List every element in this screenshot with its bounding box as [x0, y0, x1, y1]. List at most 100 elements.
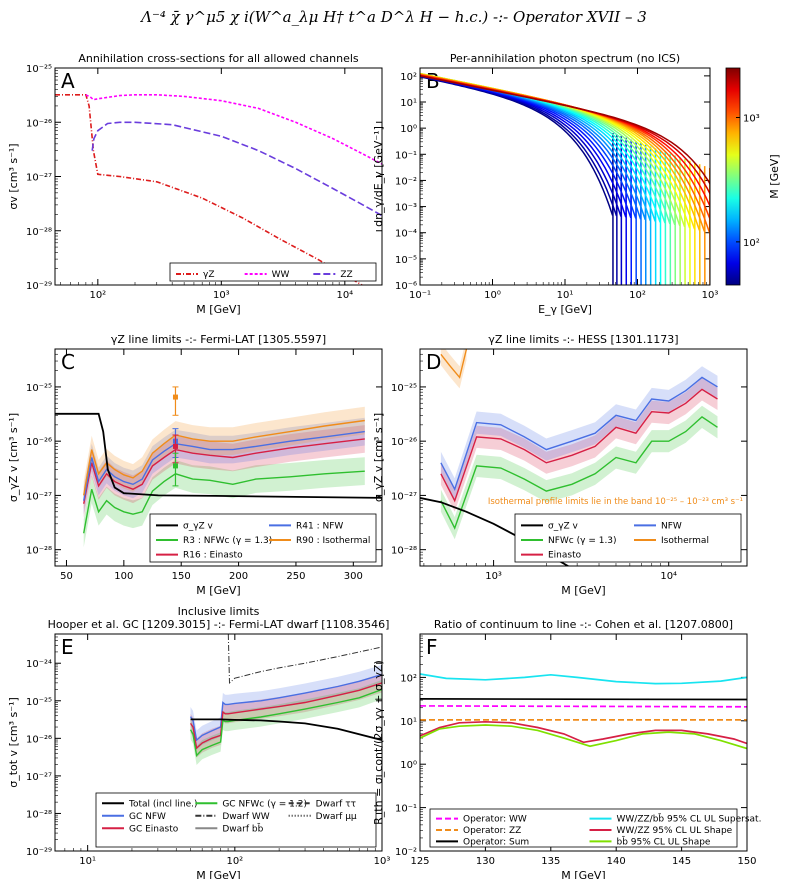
legend-box [169, 262, 377, 282]
panel-title: γZ line limits -:- Fermi-LAT [1305.5597] [111, 333, 326, 346]
legend-label: γZ [203, 270, 215, 280]
x-tick-label: 135 [541, 856, 560, 867]
panel-title: γZ line limits -:- HESS [1301.1173] [488, 333, 678, 346]
y-axis-label: σ_γZ v [cm³ s⁻¹] [7, 413, 20, 502]
legend-label: bb̄ 95% CL UL Shape [617, 836, 711, 848]
y-tick-label: 10² [400, 673, 417, 684]
y-axis-label: R_th = σ_cont/(2σ_γγ + σ_γZ) [372, 660, 385, 825]
x-tick-label: 10³ [702, 290, 719, 301]
legend-label: NFW [661, 521, 682, 531]
y-tick-label: 10⁻¹ [395, 150, 417, 161]
series-line [420, 720, 747, 745]
series-line [420, 724, 747, 750]
panel-letter: D [426, 350, 441, 374]
x-axis-label: M [GeV] [196, 584, 240, 597]
x-tick-label: 10⁴ [660, 571, 677, 582]
panel-B: 10⁻¹ 10⁰ 10¹ 10² 10³ 10⁻⁶ 10⁻⁵ 10⁻⁴ 10⁻³ 10⁻² 10⁻¹… [372, 52, 781, 316]
series-line [91, 121, 382, 217]
legend-label: WW/ZZ/bb̄ 95% CL UL Supersat. [617, 813, 762, 825]
axes-frame [54, 67, 383, 286]
x-tick-label: 150 [172, 571, 191, 582]
y-tick-label: 10⁻²⁸ [26, 546, 52, 557]
panel-D: 10³ 10⁴ 10⁻²⁸ 10⁻²⁷ 10⁻²⁶ 10⁻²⁵ γZ line limits… [372, 333, 748, 597]
axes-frame [54, 348, 383, 567]
y-tick-label: 10⁻²⁵ [26, 697, 52, 708]
y-tick-label: 10⁻¹ [395, 804, 417, 815]
plot-group [420, 349, 718, 566]
panel-title: Hooper et al. GC [1209.3015] -:- Fermi-L… [48, 618, 390, 631]
data-point [172, 443, 178, 449]
panel-E: 10¹ 10² 10³ 10⁻²⁹ 10⁻²⁸ 10⁻²⁷ 10⁻²⁶ 10⁻²⁵ 10⁻²⁴ H… [7, 605, 390, 879]
x-tick-label: 140 [607, 856, 626, 867]
x-axis-label: M [GeV] [196, 303, 240, 316]
x-tick-label: 300 [344, 571, 363, 582]
x-tick-label: 10² [226, 856, 243, 867]
y-tick-label: 10⁻²⁷ [26, 491, 52, 502]
y-tick-label: 10⁻²⁶ [26, 118, 52, 129]
x-axis-label: M [GeV] [561, 584, 605, 597]
legend-label: Isothermal [661, 536, 709, 546]
limit-line [440, 388, 718, 503]
series-line [420, 673, 747, 685]
y-tick-label: 10⁻²⁵ [26, 383, 52, 394]
panel-letter: E [61, 635, 74, 659]
theory-line [55, 412, 382, 499]
legend-label: GC NFW [129, 812, 166, 822]
limit-line [189, 688, 382, 757]
total-line [190, 718, 382, 741]
isothermal-note: Isothermal profile limits lie in the ban… [488, 497, 743, 507]
x-axis-label: E_γ [GeV] [538, 303, 592, 316]
y-axis-label: σv [cm³ s⁻¹] [7, 143, 20, 209]
spectrum-line [420, 75, 710, 186]
limit-band [190, 664, 382, 750]
limit-line [83, 470, 365, 534]
x-tick-label: 10¹ [557, 290, 574, 301]
x-tick-label: 150 [737, 856, 756, 867]
x-tick-label: 10⁻¹ [409, 290, 431, 301]
y-axis-label: σ_γZ v [cm³ s⁻¹] [372, 413, 385, 502]
series-line [55, 94, 364, 285]
legend-label: Dwarf bb̄ [222, 823, 263, 835]
x-tick-label: 10⁴ [336, 290, 353, 301]
colorbar-tick-label: 10² [743, 238, 760, 249]
plot-area [55, 68, 382, 285]
panel-C: 50 100 150 200 250 300 10⁻²⁸ 10⁻²⁷ 10⁻²⁶ 10⁻²⁵ γZ … [7, 333, 383, 597]
plot-group [189, 634, 382, 765]
axes-frame [54, 633, 383, 852]
y-tick-label: 10⁻²⁶ [26, 734, 52, 745]
plot-group [420, 72, 710, 285]
plot-area [420, 68, 710, 285]
x-axis-label: M [GeV] [561, 869, 605, 879]
y-tick-label: 10¹ [400, 717, 417, 728]
y-tick-label: 10⁻² [395, 176, 417, 187]
series-line [420, 705, 747, 708]
x-tick-label: 130 [476, 856, 495, 867]
y-tick-label: 10² [400, 72, 417, 83]
isothermal-line [440, 349, 468, 379]
data-point [172, 394, 178, 400]
limit-line [189, 673, 382, 742]
legend-label: R90 : Isothermal [296, 536, 370, 546]
x-tick-label: 10³ [213, 290, 230, 301]
series-line [420, 698, 747, 701]
y-tick-label: 10⁻²⁸ [391, 546, 417, 557]
legend-box [95, 792, 377, 848]
legend-label: R41 : NFW [296, 521, 343, 531]
limit-band [190, 679, 382, 765]
limit-band [83, 457, 365, 548]
panel-title: Annihilation cross-sections for all allo… [78, 52, 359, 65]
legend-label: NFWc (γ = 1.3) [548, 536, 617, 546]
legend-label: ZZ [340, 270, 352, 280]
y-axis-label: dn_γ/dE_γ [GeV⁻¹] [372, 126, 385, 227]
limit-line [83, 438, 365, 504]
y-tick-label: 10⁻²⁵ [391, 383, 417, 394]
legend-label: σ_γZ v [548, 521, 579, 531]
panel-supertitle: Inclusive limits [178, 605, 260, 618]
plot-group [55, 386, 382, 548]
limit-band [440, 366, 718, 501]
x-tick-label: 10² [629, 290, 646, 301]
limit-line [83, 430, 365, 501]
y-axis-label: σ_tot v [cm³ s⁻¹] [7, 697, 20, 788]
legend-label: Einasto [548, 551, 582, 561]
x-tick-label: 145 [672, 856, 691, 867]
